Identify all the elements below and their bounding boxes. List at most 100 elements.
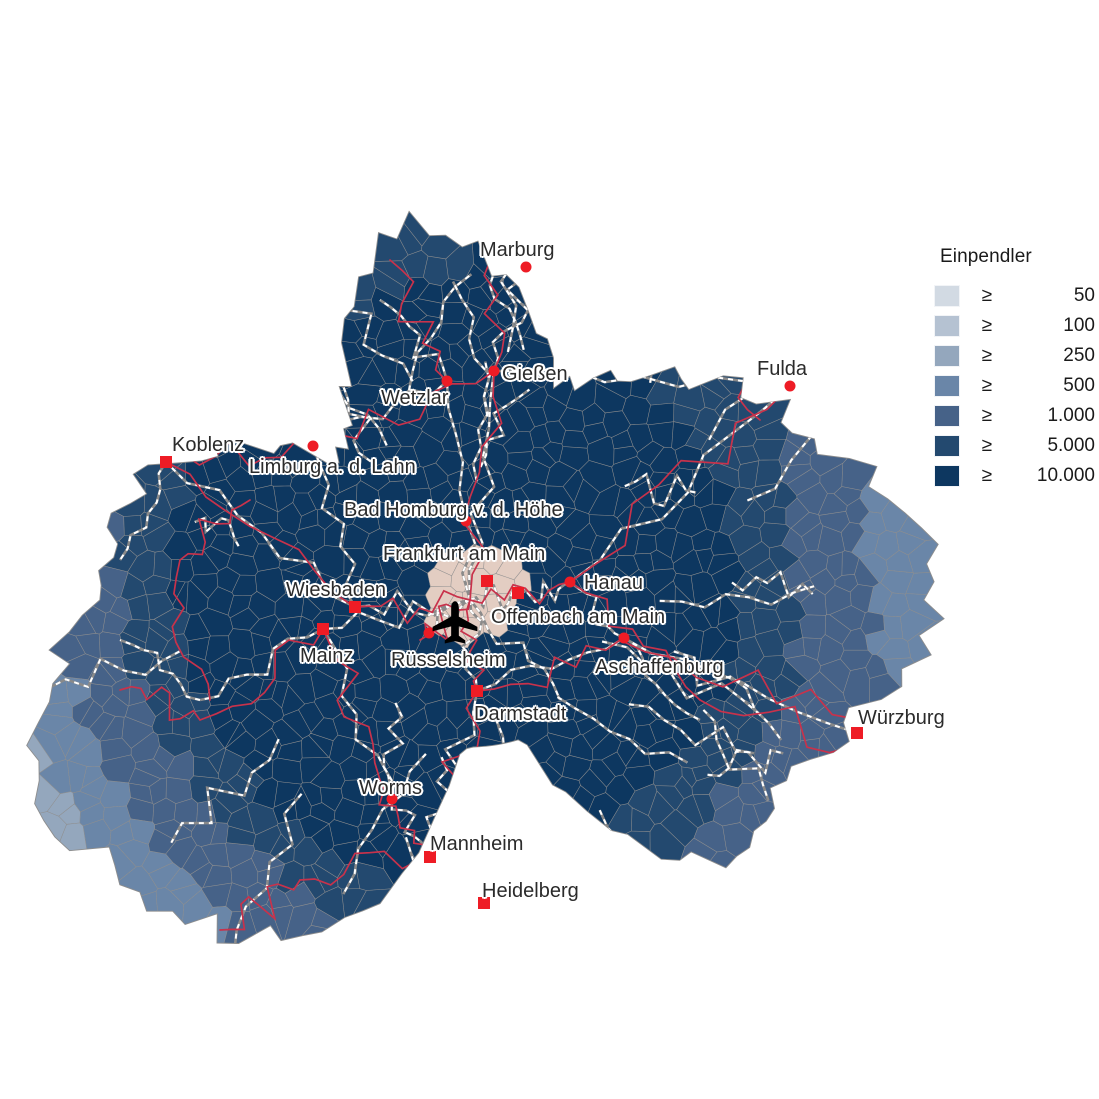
municipality-area [341, 702, 368, 726]
municipality-area [854, 557, 880, 587]
city-marker-square[interactable] [160, 456, 172, 468]
municipality-area [407, 623, 428, 653]
municipality-area [627, 783, 657, 816]
municipality-area [249, 614, 279, 638]
legend-row: ≥5.000 [934, 431, 1099, 461]
municipality-area [281, 709, 312, 739]
city-marker-circle[interactable] [784, 380, 796, 392]
municipality-area [145, 691, 170, 717]
municipality-area [249, 904, 284, 944]
autobahn-segment [569, 385, 791, 583]
municipality-area [228, 691, 256, 723]
municipality-area [525, 407, 548, 427]
municipality-area [818, 493, 848, 516]
municipality-area [648, 421, 674, 448]
city-marker-circle[interactable] [564, 576, 576, 588]
city-marker-square[interactable] [481, 575, 493, 587]
municipality-area [691, 775, 717, 795]
municipality-area [141, 851, 173, 874]
municipality-area [716, 617, 741, 643]
municipality-area [674, 585, 694, 614]
municipality-area [313, 545, 345, 579]
municipality-area [226, 774, 257, 804]
municipality-area [754, 629, 785, 657]
municipality-area [357, 359, 386, 387]
municipality-area [170, 559, 194, 582]
municipality-area [737, 716, 763, 746]
city-marker-square[interactable] [424, 851, 436, 863]
autobahn-segment [476, 639, 621, 692]
municipality-area [437, 358, 463, 382]
municipality-area [273, 485, 296, 512]
city-marker-square[interactable] [851, 727, 863, 739]
municipality-area [434, 634, 465, 662]
autobahn-segment [569, 581, 701, 701]
railway-line [479, 388, 531, 468]
municipality-area [384, 458, 410, 482]
municipality-area [627, 423, 653, 453]
city-marker-circle[interactable] [618, 632, 630, 644]
railway-line [331, 377, 373, 463]
municipality-area [187, 637, 210, 660]
municipality-area [292, 493, 317, 517]
legend-value: 100 [1063, 315, 1095, 336]
municipality-area [708, 462, 740, 489]
municipality-area [205, 635, 231, 665]
municipality-area [655, 785, 684, 810]
municipality-area [449, 343, 469, 368]
city-marker-circle[interactable] [488, 365, 500, 377]
municipality-area [253, 543, 280, 572]
city-marker-square[interactable] [478, 897, 490, 909]
municipality-area [294, 785, 312, 820]
municipality-area [693, 820, 727, 852]
municipality-area [753, 439, 786, 461]
city-marker-square[interactable] [349, 601, 361, 613]
municipality-area [317, 507, 337, 530]
city-marker-circle[interactable] [520, 261, 532, 273]
municipality-area [829, 605, 866, 631]
municipality-area [505, 611, 529, 636]
city-marker-square[interactable] [471, 685, 483, 697]
municipality-area [79, 700, 104, 729]
municipality-area [607, 700, 631, 733]
municipality-area [280, 569, 304, 594]
autobahn-segment [322, 628, 381, 781]
municipality-area [592, 732, 621, 760]
railway-line [702, 709, 770, 801]
municipality-area [72, 696, 94, 725]
legend-value: 5.000 [1047, 435, 1095, 456]
city-marker-circle[interactable] [460, 515, 472, 527]
municipality-area [369, 264, 405, 302]
municipality-area [483, 545, 509, 576]
municipality-area [738, 460, 759, 490]
city-marker-circle[interactable] [386, 793, 398, 805]
municipality-area [754, 741, 776, 765]
municipality-area [819, 658, 851, 694]
legend-value: 500 [1063, 375, 1095, 396]
municipality-area [693, 698, 725, 724]
city-marker-square[interactable] [512, 587, 524, 599]
municipality-area [582, 724, 611, 750]
city-marker-circle[interactable] [441, 375, 453, 387]
municipality-area [99, 716, 125, 742]
municipality-area [558, 407, 585, 432]
municipality-area [131, 731, 160, 763]
municipality-area [547, 732, 573, 758]
legend-color-swatch [934, 405, 960, 427]
municipality-area [170, 883, 202, 905]
autobahn-segment [378, 779, 431, 858]
city-marker-square[interactable] [317, 623, 329, 635]
municipality-area [193, 756, 219, 779]
railway-line [731, 570, 814, 599]
city-marker-circle[interactable] [307, 440, 319, 452]
municipality-area [631, 807, 655, 832]
municipality-area [241, 708, 275, 740]
railway-line [673, 650, 783, 741]
municipality-area [782, 637, 805, 659]
railway-line [342, 753, 427, 895]
municipality-area [201, 843, 229, 867]
city-marker-circle[interactable] [423, 627, 435, 639]
municipality-area [781, 528, 807, 559]
municipality-area [301, 782, 322, 807]
municipality-area [376, 319, 404, 348]
